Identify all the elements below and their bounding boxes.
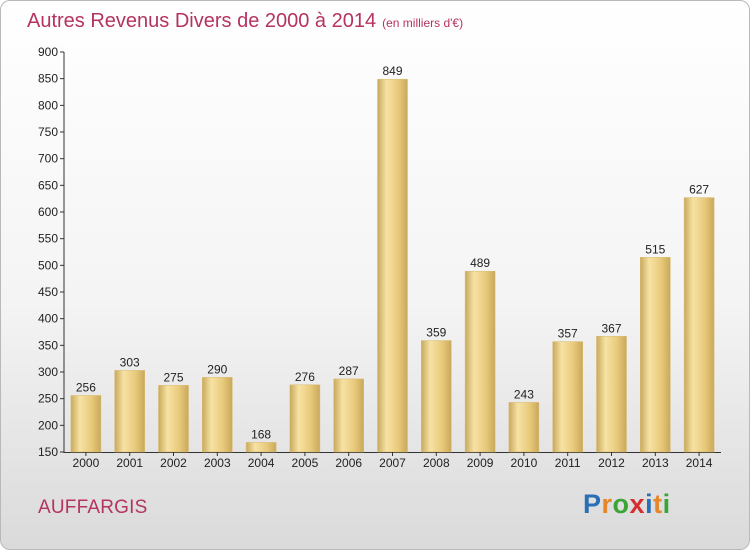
y-tick-label: 350 bbox=[38, 338, 58, 352]
data-label: 367 bbox=[601, 321, 621, 335]
data-label: 243 bbox=[514, 387, 534, 401]
data-label: 489 bbox=[470, 256, 490, 270]
y-tick-label: 450 bbox=[38, 285, 58, 299]
data-label: 359 bbox=[426, 326, 446, 340]
brand-logo-letter: t bbox=[653, 489, 663, 519]
bar bbox=[464, 270, 496, 453]
brand-logo-letter: P bbox=[583, 489, 602, 519]
y-tick-label: 900 bbox=[38, 45, 58, 59]
y-tick-label: 500 bbox=[38, 258, 58, 272]
y-tick-label: 800 bbox=[38, 98, 58, 112]
y-tick-label: 650 bbox=[38, 178, 58, 192]
y-tick-label: 600 bbox=[38, 205, 58, 219]
x-tick-label: 2011 bbox=[555, 456, 581, 470]
data-label: 849 bbox=[382, 64, 402, 78]
bar bbox=[596, 336, 627, 453]
chart-title-area: Autres Revenus Divers de 2000 à 2014 (en … bbox=[27, 10, 463, 33]
data-label: 290 bbox=[207, 362, 227, 376]
y-tick-label: 750 bbox=[38, 125, 58, 139]
data-label: 303 bbox=[120, 355, 140, 369]
y-tick-label: 850 bbox=[38, 72, 58, 86]
brand-logo-letter: i bbox=[662, 489, 671, 519]
data-label: 515 bbox=[645, 242, 665, 256]
bar bbox=[683, 197, 715, 453]
location-name: AUFFARGIS bbox=[38, 497, 148, 518]
x-tick-label: 2003 bbox=[204, 456, 231, 470]
data-label: 276 bbox=[295, 370, 315, 384]
x-tick-label: 2006 bbox=[335, 456, 362, 470]
bar bbox=[333, 378, 364, 453]
data-label: 275 bbox=[163, 370, 183, 384]
x-tick-label: 2002 bbox=[160, 456, 187, 470]
brand-logo-letter: x bbox=[629, 489, 646, 519]
brand-logo-letter: i bbox=[645, 489, 654, 519]
brand-logo-letter: r bbox=[601, 489, 613, 519]
x-tick-label: 2005 bbox=[292, 456, 319, 470]
bar bbox=[158, 385, 189, 453]
x-tick-label: 2000 bbox=[73, 456, 100, 470]
bar bbox=[552, 341, 583, 453]
bar bbox=[640, 257, 671, 453]
bar bbox=[377, 78, 408, 453]
brand-logo-letter: o bbox=[612, 489, 630, 519]
y-tick-label: 200 bbox=[38, 418, 58, 432]
brand-logo: Proxiti bbox=[583, 489, 671, 520]
bar bbox=[421, 340, 452, 453]
bar bbox=[245, 442, 277, 453]
chart-subtitle: (en milliers d'€) bbox=[382, 16, 464, 30]
bar bbox=[70, 395, 102, 453]
x-tick-label: 2010 bbox=[511, 456, 538, 470]
x-tick-label: 2008 bbox=[423, 456, 450, 470]
y-tick-label: 300 bbox=[38, 365, 58, 379]
data-label: 357 bbox=[558, 327, 578, 341]
data-label: 287 bbox=[339, 364, 359, 378]
x-tick-label: 2007 bbox=[379, 456, 406, 470]
y-tick-label: 700 bbox=[38, 152, 58, 166]
x-tick-label: 2014 bbox=[686, 456, 713, 470]
data-label: 627 bbox=[689, 183, 709, 197]
y-tick-label: 150 bbox=[38, 445, 58, 459]
bar bbox=[202, 377, 233, 453]
chart-title: Autres Revenus Divers de 2000 à 2014 bbox=[27, 10, 377, 32]
y-tick-label: 250 bbox=[38, 392, 58, 406]
x-tick-label: 2001 bbox=[116, 456, 143, 470]
x-tick-label: 2013 bbox=[642, 456, 669, 470]
data-label: 168 bbox=[251, 427, 271, 441]
y-tick-label: 400 bbox=[38, 312, 58, 326]
x-tick-label: 2004 bbox=[248, 456, 275, 470]
bar bbox=[114, 370, 145, 453]
data-label: 256 bbox=[76, 380, 96, 394]
x-tick-label: 2009 bbox=[467, 456, 494, 470]
bar bbox=[508, 402, 540, 453]
y-tick-label: 550 bbox=[38, 232, 58, 246]
x-tick-label: 2012 bbox=[598, 456, 625, 470]
bar bbox=[289, 384, 321, 453]
